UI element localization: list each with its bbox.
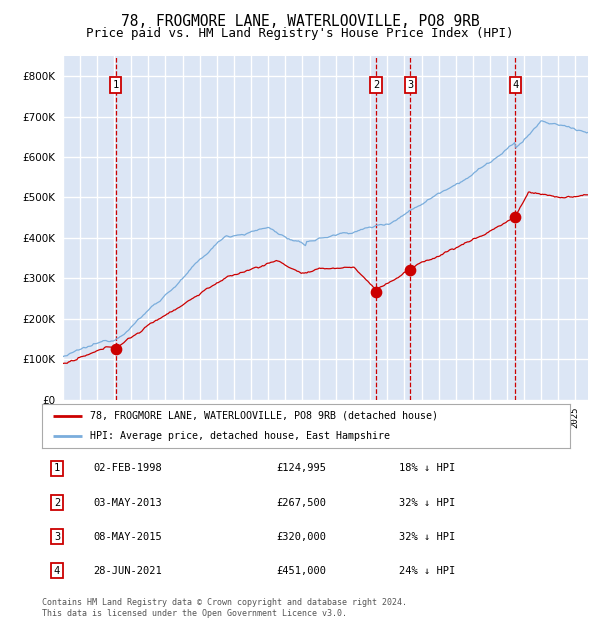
- Text: 3: 3: [407, 80, 413, 90]
- Text: 03-MAY-2013: 03-MAY-2013: [93, 497, 162, 508]
- Text: 2: 2: [373, 80, 379, 90]
- Text: 4: 4: [512, 80, 518, 90]
- Text: 32% ↓ HPI: 32% ↓ HPI: [399, 531, 455, 542]
- Text: £124,995: £124,995: [276, 463, 326, 474]
- Text: 28-JUN-2021: 28-JUN-2021: [93, 565, 162, 576]
- Text: 1: 1: [54, 463, 60, 474]
- Text: 78, FROGMORE LANE, WATERLOOVILLE, PO8 9RB: 78, FROGMORE LANE, WATERLOOVILLE, PO8 9R…: [121, 14, 479, 29]
- Text: 1: 1: [113, 80, 119, 90]
- Text: 32% ↓ HPI: 32% ↓ HPI: [399, 497, 455, 508]
- Text: Contains HM Land Registry data © Crown copyright and database right 2024.: Contains HM Land Registry data © Crown c…: [42, 598, 407, 608]
- Text: 24% ↓ HPI: 24% ↓ HPI: [399, 565, 455, 576]
- Text: 18% ↓ HPI: 18% ↓ HPI: [399, 463, 455, 474]
- Text: This data is licensed under the Open Government Licence v3.0.: This data is licensed under the Open Gov…: [42, 609, 347, 618]
- Text: £320,000: £320,000: [276, 531, 326, 542]
- Text: 3: 3: [54, 531, 60, 542]
- Point: [511, 213, 520, 223]
- Text: Price paid vs. HM Land Registry's House Price Index (HPI): Price paid vs. HM Land Registry's House …: [86, 27, 514, 40]
- Text: HPI: Average price, detached house, East Hampshire: HPI: Average price, detached house, East…: [89, 431, 389, 441]
- Text: 78, FROGMORE LANE, WATERLOOVILLE, PO8 9RB (detached house): 78, FROGMORE LANE, WATERLOOVILLE, PO8 9R…: [89, 411, 437, 421]
- Point: [111, 344, 121, 354]
- Text: 2: 2: [54, 497, 60, 508]
- Text: 4: 4: [54, 565, 60, 576]
- Point: [371, 286, 381, 296]
- Text: £451,000: £451,000: [276, 565, 326, 576]
- Point: [406, 265, 415, 275]
- Text: 02-FEB-1998: 02-FEB-1998: [93, 463, 162, 474]
- Text: 08-MAY-2015: 08-MAY-2015: [93, 531, 162, 542]
- Text: £267,500: £267,500: [276, 497, 326, 508]
